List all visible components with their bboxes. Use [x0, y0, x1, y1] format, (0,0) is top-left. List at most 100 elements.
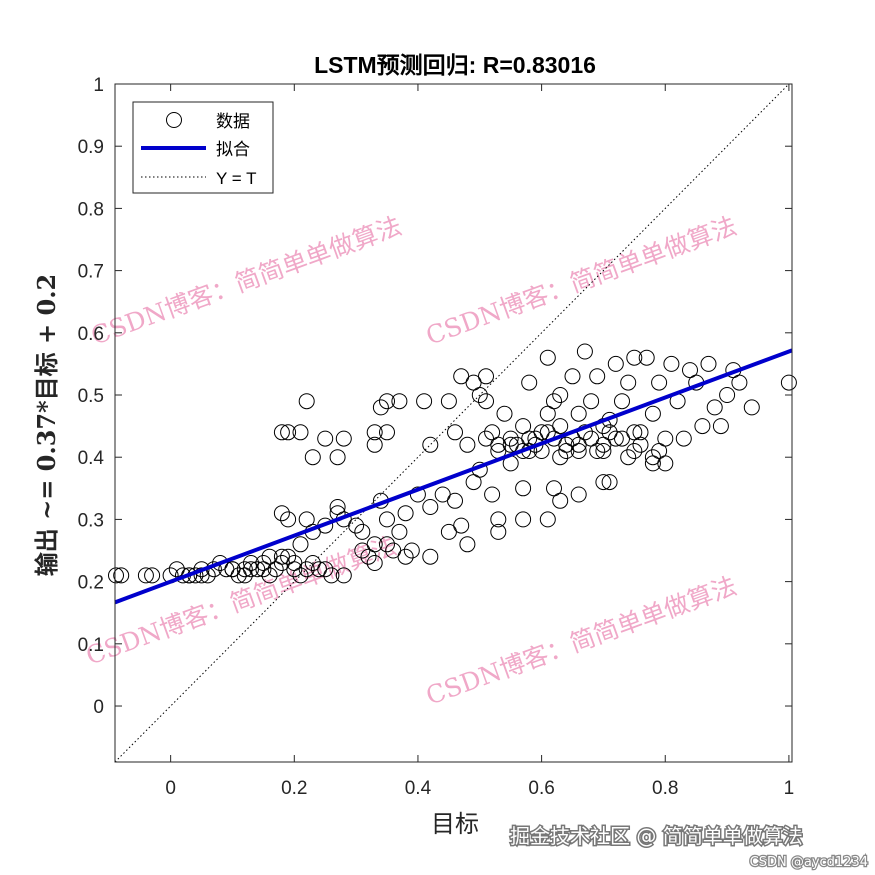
legend-label-identity: Y = T — [216, 169, 256, 188]
y-tick-label: 0.4 — [78, 448, 105, 469]
x-tick-label: 0.2 — [281, 778, 307, 799]
data-point — [422, 548, 439, 565]
data-point — [273, 424, 290, 441]
data-point — [366, 536, 383, 553]
data-point — [113, 567, 130, 584]
data-point — [601, 474, 618, 491]
data-point — [614, 393, 630, 410]
data-point — [651, 374, 668, 391]
data-point — [372, 399, 389, 416]
data-point — [298, 393, 315, 410]
data-point — [731, 374, 748, 391]
x-axis-label: 目标 — [431, 810, 479, 838]
data-point — [780, 374, 797, 391]
x-tick-label: 1 — [784, 778, 795, 799]
data-point — [515, 480, 532, 497]
data-point — [292, 536, 309, 553]
x-tick-label: 0 — [165, 778, 176, 799]
data-point — [471, 387, 488, 403]
data-point — [694, 418, 711, 435]
data-point — [422, 436, 439, 453]
y-tick-label: 0.8 — [78, 199, 104, 220]
y-tick-label: 1 — [93, 75, 104, 96]
data-point — [391, 523, 408, 540]
data-point — [354, 523, 371, 540]
data-point — [366, 424, 383, 441]
data-point — [379, 393, 395, 410]
data-point — [403, 542, 420, 559]
data-point — [490, 511, 507, 528]
y-tick-label: 0.1 — [78, 635, 104, 656]
data-point — [447, 424, 463, 441]
data-point — [620, 374, 637, 391]
legend-label-fit: 拟合 — [216, 140, 250, 159]
data-point — [459, 536, 476, 553]
data-point — [273, 505, 290, 522]
data-point — [675, 430, 692, 447]
data-point — [663, 355, 680, 372]
footer-watermark: 掘金技术社区 @ 简简单单做算法 — [510, 824, 803, 848]
data-point — [416, 393, 433, 410]
y-tick-label: 0.6 — [78, 324, 104, 345]
data-point — [632, 424, 649, 441]
data-point — [552, 387, 569, 403]
data-point — [712, 418, 729, 435]
data-point — [329, 449, 346, 466]
data-point — [144, 567, 161, 584]
data-point — [453, 517, 470, 534]
data-point — [570, 486, 587, 503]
data-point — [595, 443, 612, 459]
y-axis-label: 输出 ~= 0.37*目标 + 0.2 — [32, 274, 61, 577]
y-tick-label: 0.9 — [78, 137, 104, 158]
data-point — [515, 511, 532, 528]
data-point — [397, 505, 414, 522]
data-point — [379, 536, 395, 553]
data-point — [348, 517, 365, 534]
y-tick-label: 0.5 — [78, 386, 104, 407]
data-point — [137, 567, 154, 584]
x-tick-label: 0.4 — [405, 778, 432, 799]
data-point — [570, 405, 587, 422]
data-point — [490, 523, 507, 540]
data-point — [539, 511, 556, 528]
data-point — [539, 349, 556, 366]
data-point — [323, 567, 340, 584]
data-point — [552, 492, 569, 509]
y-tick-label: 0.2 — [78, 573, 104, 594]
legend: 数据 拟合 Y = T — [132, 101, 274, 194]
x-tick-label: 0.8 — [652, 778, 678, 799]
plot-area — [108, 83, 797, 763]
legend-marker-data — [166, 112, 182, 128]
data-point — [521, 374, 538, 391]
data-point — [632, 436, 649, 453]
data-point — [335, 567, 352, 584]
data-point — [366, 555, 383, 571]
data-point — [292, 567, 309, 584]
data-point — [552, 449, 569, 466]
identity-line — [114, 83, 790, 763]
y-axis-ticks: 0 0.1 0.2 0.3 0.4 0.5 0.6 0.7 0.8 0.9 1 — [78, 75, 792, 718]
data-point — [298, 561, 315, 578]
data-point — [379, 424, 395, 441]
data-point — [589, 443, 606, 459]
data-point — [478, 393, 494, 410]
y-tick-label: 0.3 — [78, 510, 104, 531]
data-point — [108, 567, 124, 584]
data-point — [626, 349, 643, 366]
data-point — [304, 449, 321, 466]
data-point — [261, 567, 278, 584]
fit-line — [114, 348, 793, 605]
x-axis-ticks: 0 0.2 0.4 0.6 0.8 1 — [165, 84, 794, 799]
data-point — [335, 430, 352, 447]
data-point — [607, 355, 624, 372]
data-point — [644, 405, 661, 422]
data-point — [620, 449, 637, 466]
data-point — [484, 486, 501, 503]
data-point — [496, 405, 513, 422]
data-point — [397, 548, 414, 565]
data-point — [379, 511, 395, 528]
data-point — [447, 492, 463, 509]
data-point — [478, 368, 494, 385]
data-point — [391, 393, 408, 410]
